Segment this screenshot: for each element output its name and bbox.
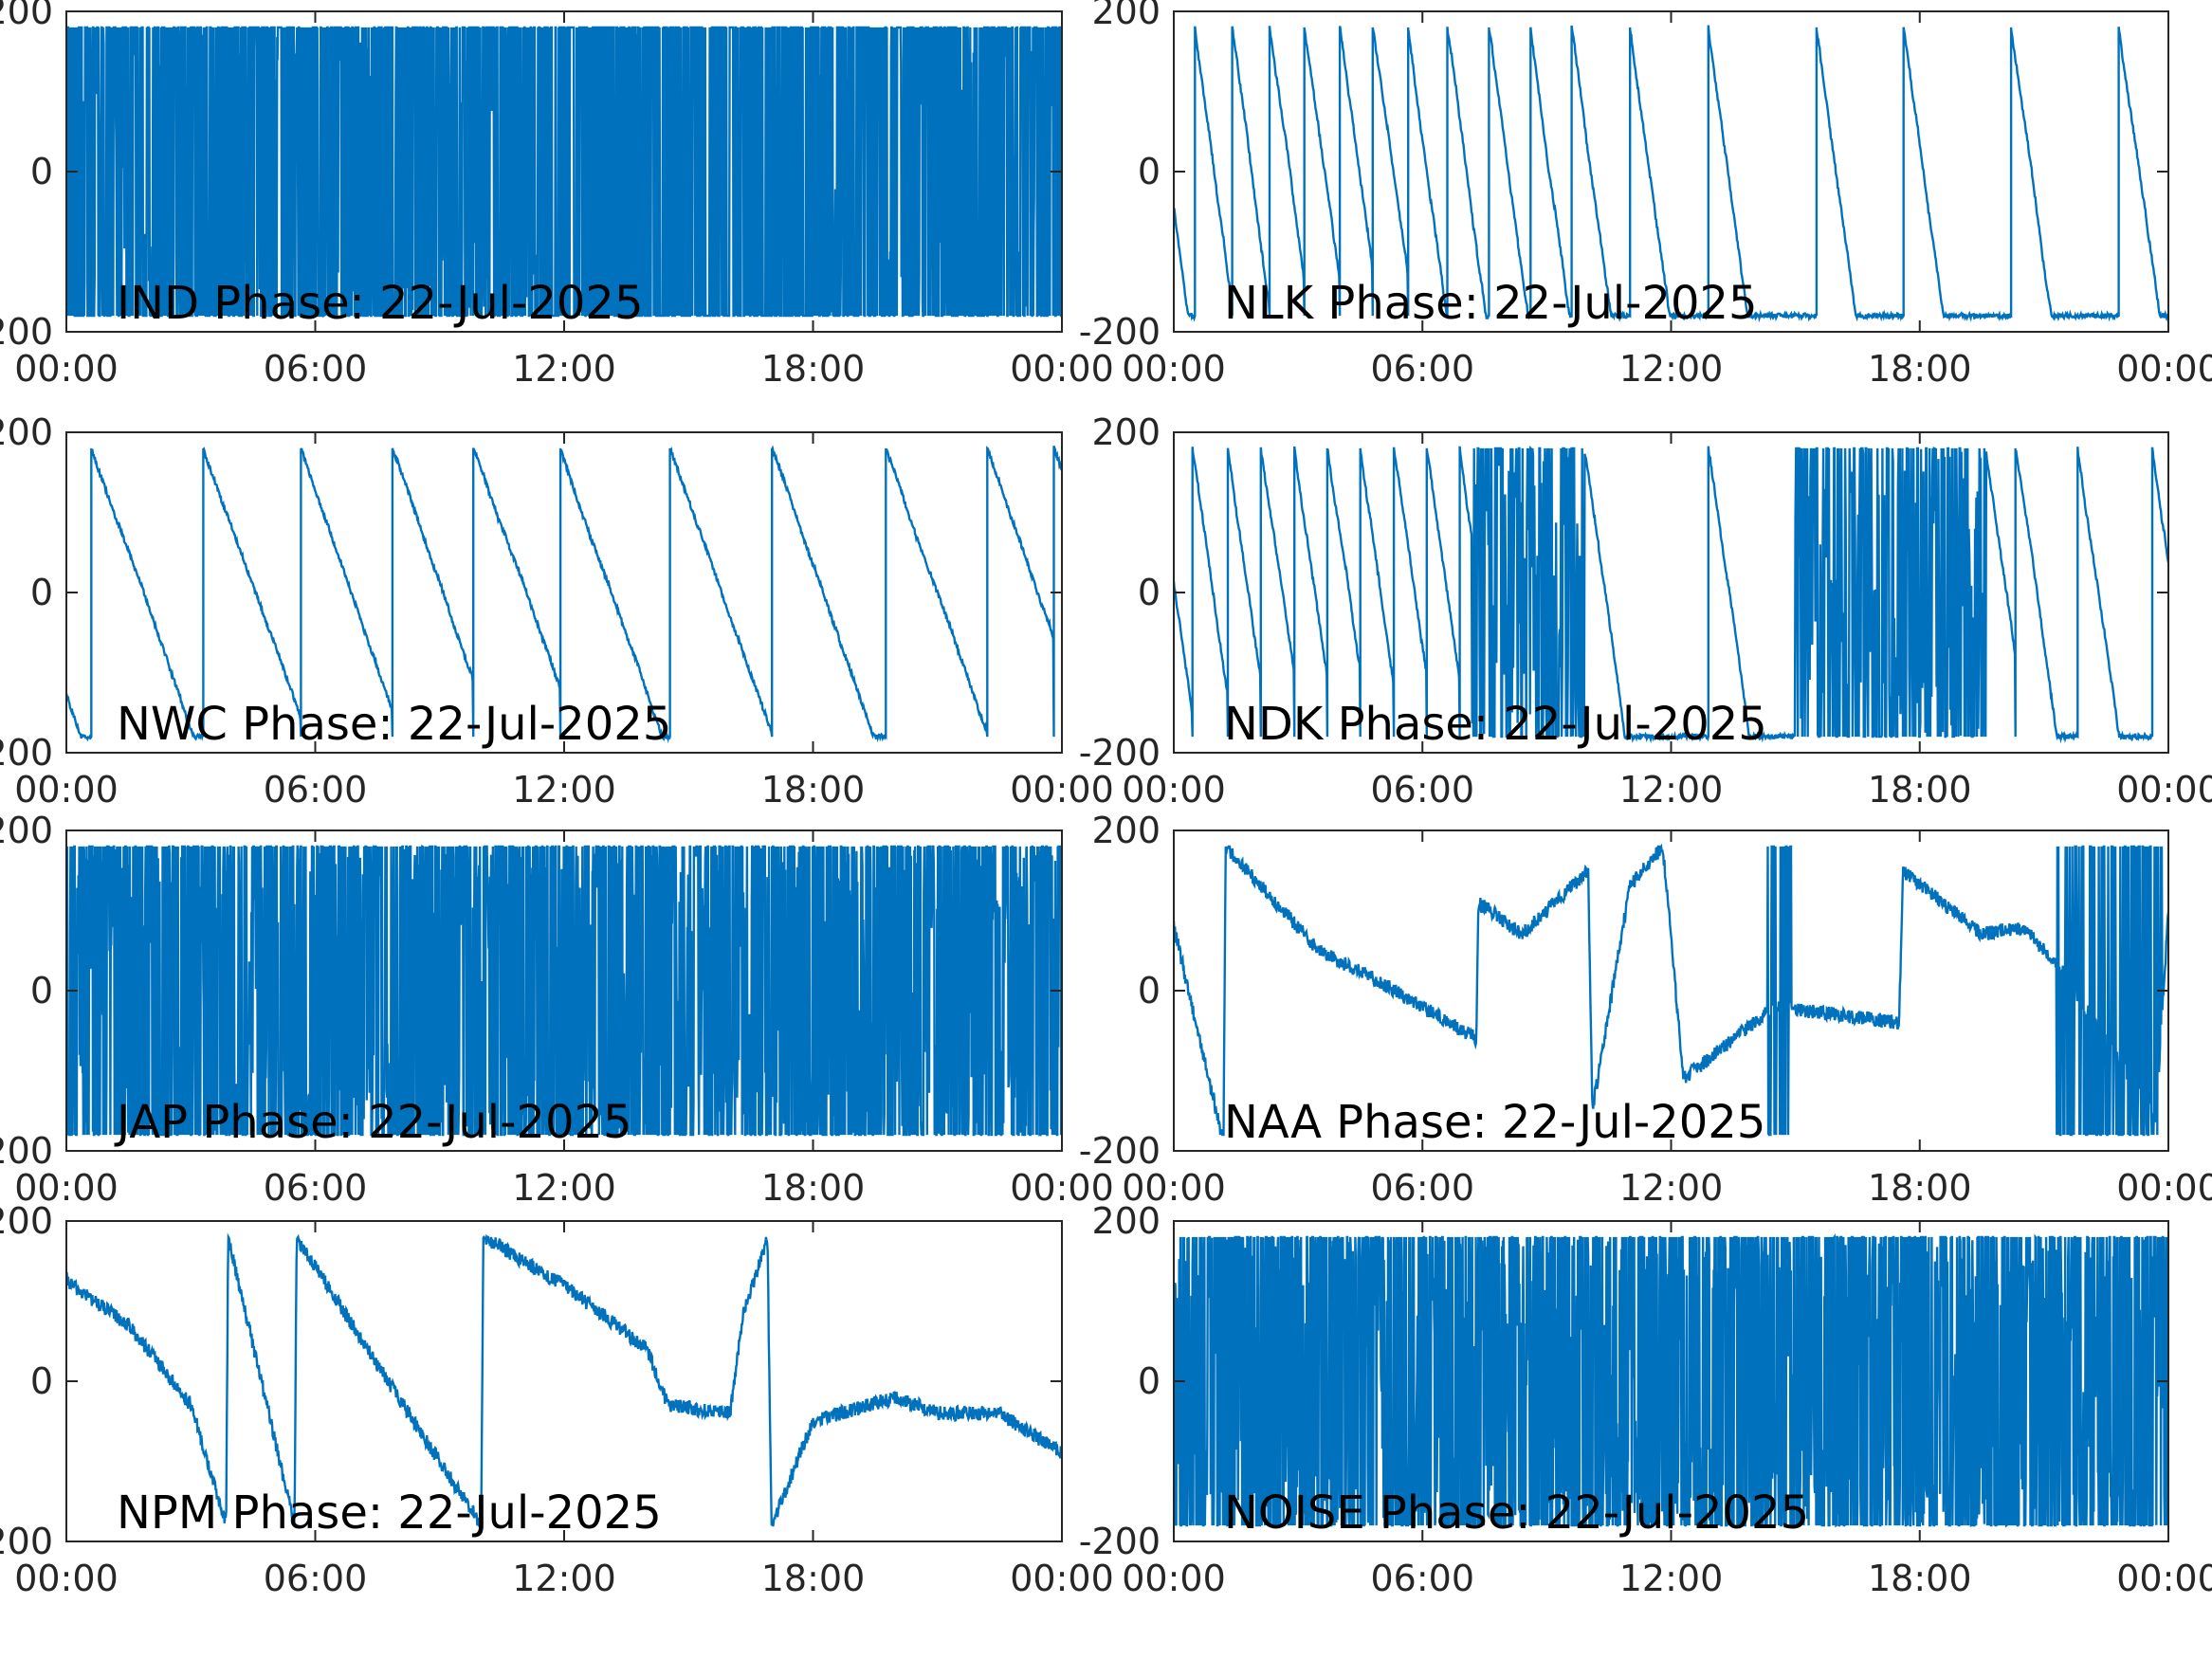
x-tick-label: 18:00 (1868, 1558, 1972, 1599)
y-tick-label: 0 (1138, 572, 1161, 613)
phase-series-line (1174, 446, 2168, 744)
y-tick-label: -200 (1079, 311, 1161, 353)
x-tick-label: 18:00 (761, 1167, 866, 1209)
y-tick-label: -200 (0, 732, 53, 774)
x-tick-label: 18:00 (761, 1558, 866, 1599)
x-tick-label: 00:00 (1010, 348, 1114, 390)
x-tick-label: 00:00 (1122, 1167, 1226, 1209)
x-tick-label: 06:00 (1370, 769, 1474, 811)
x-tick-label: 00:00 (2116, 1558, 2212, 1599)
phase-series-line (66, 445, 1062, 743)
x-tick-label: 00:00 (2116, 769, 2212, 811)
x-tick-label: 12:00 (1619, 348, 1724, 390)
x-tick-label: 12:00 (1619, 1167, 1724, 1209)
x-tick-label: 12:00 (512, 1558, 616, 1599)
y-tick-label: 0 (30, 1360, 53, 1402)
phase-series-line (1174, 843, 2168, 1137)
x-tick-label: 18:00 (1868, 348, 1972, 390)
x-tick-label: 12:00 (512, 348, 616, 390)
x-tick-label: 00:00 (14, 769, 119, 811)
y-tick-label: -200 (0, 311, 53, 353)
x-tick-label: 18:00 (761, 769, 866, 811)
phase-annotation: NLK Phase: 22-Jul-2025 (1224, 277, 1758, 330)
y-tick-label: 0 (30, 572, 53, 613)
x-tick-label: 06:00 (264, 348, 368, 390)
y-tick-label: 200 (1091, 1200, 1161, 1242)
phase-annotation: IND Phase: 22-Jul-2025 (117, 277, 644, 330)
y-tick-label: 0 (30, 151, 53, 192)
phase-annotation: NPM Phase: 22-Jul-2025 (117, 1486, 662, 1540)
phase-annotation: NDK Phase: 22-Jul-2025 (1224, 698, 1767, 751)
x-tick-label: 00:00 (14, 1167, 119, 1209)
x-tick-label: 00:00 (14, 348, 119, 390)
y-tick-label: -200 (1079, 732, 1161, 774)
y-tick-label: -200 (0, 1130, 53, 1172)
y-tick-label: -200 (1079, 1521, 1161, 1562)
phase-series-line (66, 1232, 1062, 1528)
x-tick-label: 00:00 (1010, 1558, 1114, 1599)
x-tick-label: 00:00 (1010, 1167, 1114, 1209)
y-tick-label: 200 (0, 411, 53, 453)
x-tick-label: 06:00 (264, 1558, 368, 1599)
y-tick-label: 200 (1091, 0, 1161, 32)
x-tick-label: 06:00 (264, 769, 368, 811)
phase-annotation: JAP Phase: 22-Jul-2025 (114, 1096, 632, 1149)
x-tick-label: 12:00 (1619, 769, 1724, 811)
y-tick-label: 200 (1091, 411, 1161, 453)
x-tick-label: 00:00 (2116, 1167, 2212, 1209)
phase-series-line (66, 844, 1062, 1137)
x-tick-label: 18:00 (1868, 1167, 1972, 1209)
y-tick-label: 0 (30, 970, 53, 1012)
x-tick-label: 00:00 (14, 1558, 119, 1599)
phase-annotation: NWC Phase: 22-Jul-2025 (117, 698, 671, 751)
x-tick-label: 06:00 (1370, 348, 1474, 390)
y-tick-label: 0 (1138, 1360, 1161, 1402)
y-tick-label: 200 (0, 0, 53, 32)
x-tick-label: 12:00 (512, 1167, 616, 1209)
x-tick-label: 06:00 (1370, 1167, 1474, 1209)
phase-annotation: NAA Phase: 22-Jul-2025 (1224, 1096, 1765, 1149)
y-tick-label: 0 (1138, 970, 1161, 1012)
x-tick-label: 18:00 (761, 348, 866, 390)
x-tick-label: 00:00 (1122, 769, 1226, 811)
x-tick-label: 00:00 (2116, 348, 2212, 390)
y-tick-label: 0 (1138, 151, 1161, 192)
phase-series-line (66, 26, 1062, 319)
phase-annotation: NOISE Phase: 22-Jul-2025 (1224, 1486, 1809, 1540)
x-tick-label: 12:00 (512, 769, 616, 811)
x-tick-label: 12:00 (1619, 1558, 1724, 1599)
x-tick-label: 00:00 (1122, 1558, 1226, 1599)
y-tick-label: -200 (0, 1521, 53, 1562)
x-tick-label: 06:00 (1370, 1558, 1474, 1599)
y-tick-label: 200 (0, 1200, 53, 1242)
x-tick-label: 00:00 (1122, 348, 1226, 390)
x-tick-label: 00:00 (1010, 769, 1114, 811)
y-tick-label: 200 (1091, 810, 1161, 851)
phase-series-line (1174, 25, 2168, 323)
x-tick-label: 18:00 (1868, 769, 1972, 811)
y-tick-label: 200 (0, 810, 53, 851)
phase-series-line (1174, 1232, 2168, 1528)
y-tick-label: -200 (1079, 1130, 1161, 1172)
x-tick-label: 06:00 (264, 1167, 368, 1209)
